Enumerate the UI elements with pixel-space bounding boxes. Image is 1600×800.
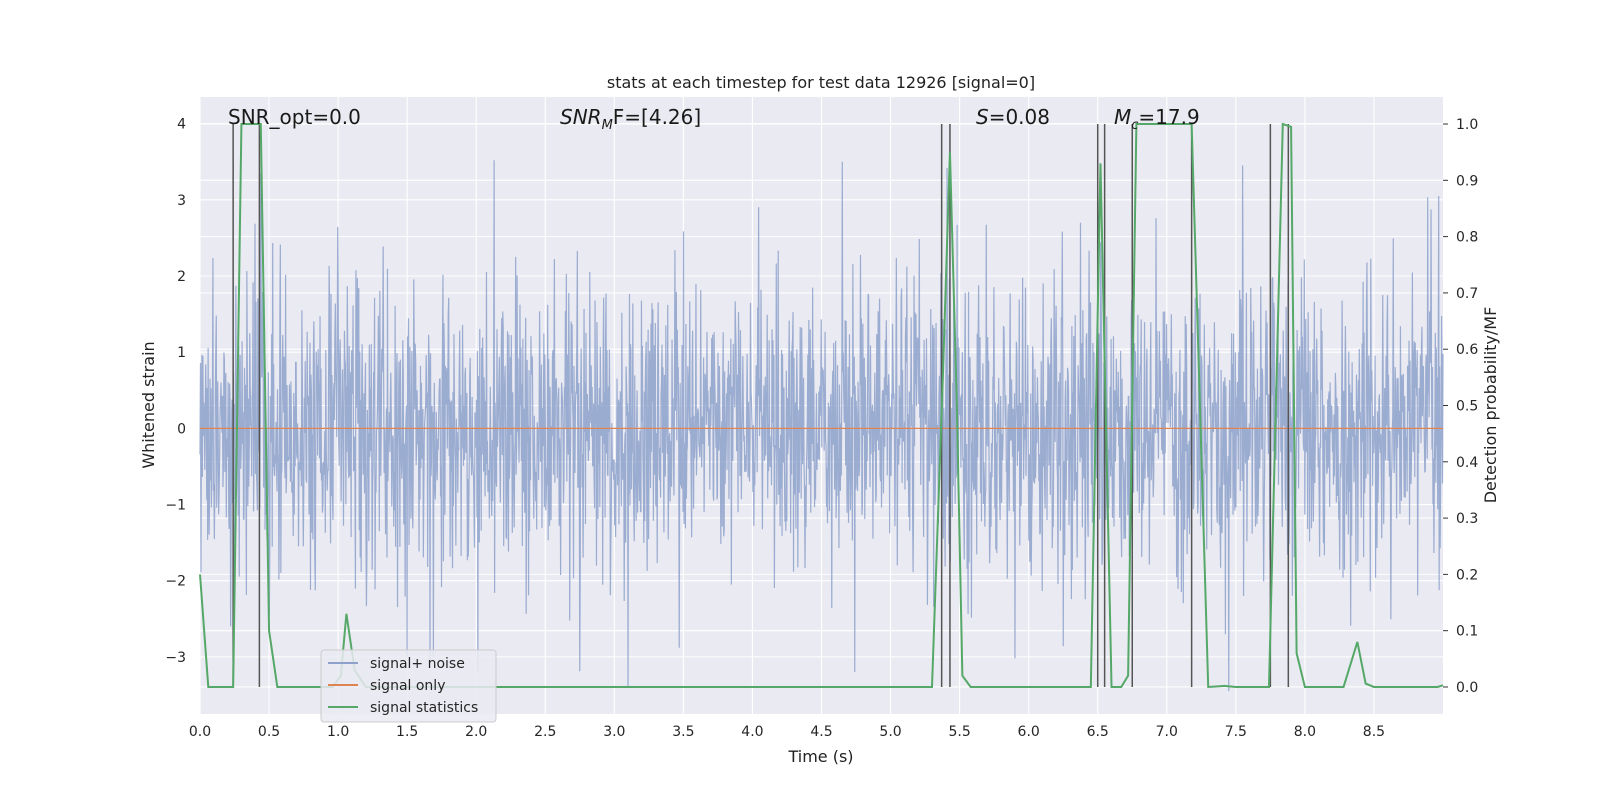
y2-tick-label: 0.9: [1456, 173, 1478, 189]
x-axis-label: Time (s): [787, 747, 853, 766]
noise-series-line: [199, 160, 1444, 692]
ticks-layer: 0.0 0.5 1.0 1.5 2.0 2.5 3.0 3.5 4.0 4.5 5.0 5.5 6.0 6…: [165, 117, 1478, 740]
x-tick-label: 1.5: [396, 724, 418, 740]
y-tick-label: 1: [177, 345, 186, 361]
x-tick-label: 3.5: [672, 724, 694, 740]
snr-mf-base: SNR: [560, 105, 602, 129]
y-tick-label: 2: [177, 269, 186, 285]
y-tick-label: 3: [177, 193, 186, 209]
statistics-line: [199, 122, 1444, 689]
y-tick-label: −3: [165, 650, 186, 666]
y2-axis-label: Detection probability/MF: [1481, 307, 1500, 504]
x-tick-label: 5.0: [879, 724, 901, 740]
x-tick-label: 7.5: [1225, 724, 1247, 740]
y2-tick-label: 0.6: [1456, 342, 1478, 358]
mc-rest: =17.9: [1138, 105, 1199, 129]
y-tick-label: 4: [177, 117, 186, 133]
annotation-snr-opt: SNR_opt=0.0: [228, 105, 361, 129]
x-tick-label: 1.0: [327, 724, 349, 740]
x-tick-label: 2.0: [465, 724, 487, 740]
x-tick-label: 0.0: [189, 724, 211, 740]
legend-label-signal: signal only: [370, 678, 445, 694]
y2-tick-label: 0.2: [1456, 567, 1478, 583]
y-tick-label: −1: [165, 498, 186, 514]
x-tick-label: 0.5: [258, 724, 280, 740]
y-tick-label: 0: [177, 421, 186, 437]
legend: signal+ noise signal only signal statist…: [320, 649, 497, 723]
noise-series-layer: [199, 160, 1444, 692]
mc-sub: c: [1131, 118, 1138, 133]
x-tick-label: 6.5: [1087, 724, 1109, 740]
x-tick-label: 4.0: [741, 724, 763, 740]
x-tick-label: 7.0: [1156, 724, 1178, 740]
chart-title: stats at each timestep for test data 129…: [607, 73, 1035, 92]
x-tick-label: 2.5: [534, 724, 556, 740]
y2-tick-label: 0.8: [1456, 230, 1478, 246]
y-axis-label: Whitened strain: [139, 341, 158, 468]
mc-base: M: [1114, 105, 1131, 129]
x-tick-label: 4.5: [810, 724, 832, 740]
legend-box: [320, 649, 497, 723]
x-tick-label: 3.0: [603, 724, 625, 740]
annotation-s: S=0.08: [976, 105, 1050, 129]
snr-mf-rest: F=[4.26]: [613, 105, 701, 129]
x-tick-label: 8.5: [1363, 724, 1385, 740]
y2-tick-label: 0.7: [1456, 286, 1478, 302]
statistics-layer: [199, 122, 1444, 689]
s-rest: =0.08: [989, 105, 1050, 129]
annotation-snr-mf: SNRMF=[4.26]: [560, 105, 701, 133]
x-tick-label: 8.0: [1294, 724, 1316, 740]
y2-tick-label: 0.1: [1456, 624, 1478, 640]
y2-tick-label: 0.5: [1456, 399, 1478, 415]
x-tick-label: 6.0: [1018, 724, 1040, 740]
x-tick-label: 5.5: [948, 724, 970, 740]
s-italic: S: [976, 105, 989, 129]
annotation-mc: Mc=17.9: [1114, 105, 1200, 133]
y2-tick-label: 0.3: [1456, 511, 1478, 527]
legend-label-statistics: signal statistics: [370, 700, 478, 716]
y2-tick-label: 1.0: [1456, 117, 1478, 133]
y-tick-label: −2: [165, 574, 186, 590]
legend-label-noise: signal+ noise: [370, 656, 465, 672]
y2-tick-label: 0.4: [1456, 455, 1478, 471]
y2-tick-label: 0.0: [1456, 680, 1478, 696]
snr-mf-sub: M: [602, 118, 613, 133]
